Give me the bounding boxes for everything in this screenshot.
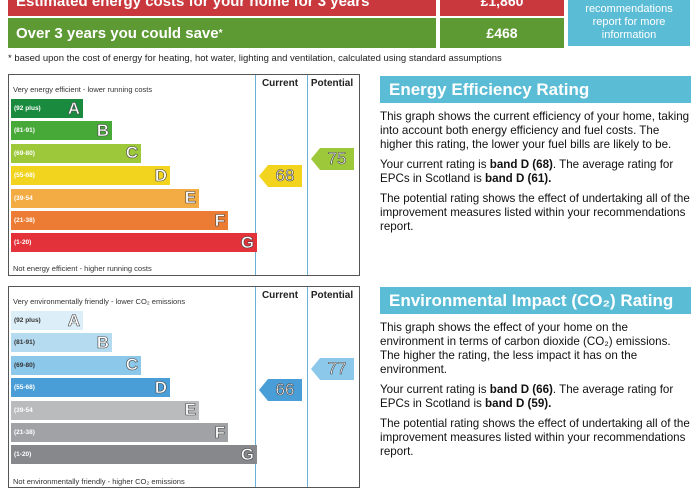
env-band-letter: C xyxy=(125,355,138,375)
env-current-rating-value: 66 xyxy=(268,379,302,402)
savings-label: Over 3 years you could save * xyxy=(8,18,436,48)
env-p2-mid: . The average rating for EPCs in Scotlan… xyxy=(380,383,674,410)
energy-band-f: (21-38) F xyxy=(11,210,228,230)
energy-band-range: (21-38) xyxy=(14,217,35,224)
energy-cost-row: Estimated energy costs for your home for… xyxy=(8,0,564,16)
env-p2-band: band D (66) xyxy=(489,383,553,396)
env-band-letter: A xyxy=(67,310,80,330)
env-band-range: (69-80) xyxy=(14,361,35,369)
energy-p2-pre: Your current rating is xyxy=(380,158,490,171)
energy-band-range: (92 plus) xyxy=(14,105,41,112)
energy-p2-band: band D (68) xyxy=(489,158,553,171)
savings-marker: * xyxy=(218,27,223,39)
energy-band-letter: D xyxy=(154,165,167,185)
energy-band-letter: C xyxy=(125,143,138,163)
energy-bottom-note: Not energy efficient - higher running co… xyxy=(13,264,152,273)
env-band-range: (81-91) xyxy=(14,339,35,347)
energy-p2-avg: band D (61). xyxy=(485,172,552,185)
env-band-range: (92 plus) xyxy=(14,317,41,324)
energy-band-b: (81-91) B xyxy=(11,120,112,141)
energy-band-letter: G xyxy=(240,232,254,253)
energy-band-letter: B xyxy=(96,120,109,141)
energy-top-note: Very energy efficient - lower running co… xyxy=(13,85,153,94)
energy-band-g: (1-20) G xyxy=(11,232,257,253)
energy-col-potential: Potential xyxy=(310,78,354,89)
energy-potential-rating-arrow: 75 xyxy=(311,148,354,171)
energy-current-rating-arrow: 68 xyxy=(259,165,302,188)
env-potential-rating-value: 77 xyxy=(320,358,354,381)
energy-panel-text: This graph shows the current efficiency … xyxy=(380,110,692,240)
energy-band-d: (55-68) D xyxy=(11,165,170,186)
savings-row: Over 3 years you could save * £468 xyxy=(8,18,564,48)
energy-cost-label: Estimated energy costs for your home for… xyxy=(8,0,436,16)
energy-band-c: (69-80) C xyxy=(11,143,141,163)
energy-band-letter: E xyxy=(184,188,196,208)
energy-panel-title: Energy Efficiency Rating xyxy=(380,76,691,103)
energy-panel-p2: Your current rating is band D (68). The … xyxy=(380,158,692,186)
energy-potential-rating-value: 75 xyxy=(320,148,354,171)
env-band-range: (39-54 xyxy=(14,406,33,414)
env-p2-pre: Your current rating is xyxy=(380,383,490,396)
env-panel-p1: This graph shows the effect of your home… xyxy=(380,321,671,376)
energy-cost-value: £1,860 xyxy=(440,0,564,16)
energy-band-e: (39-54 E xyxy=(11,188,199,208)
savings-value: £468 xyxy=(440,18,564,48)
energy-band-range: (69-80) xyxy=(14,149,35,157)
env-panel-title: Environmental Impact (CO₂) Rating xyxy=(380,287,691,314)
energy-col-current: Current xyxy=(261,78,299,89)
env-band-letter: F xyxy=(214,422,225,442)
env-band-letter: B xyxy=(96,332,109,353)
savings-label-text: Over 3 years you could save xyxy=(16,24,219,42)
env-band-letter: G xyxy=(240,444,254,465)
env-band-c: (69-80) C xyxy=(11,355,141,375)
env-band-letter: E xyxy=(184,400,196,420)
energy-band-range: (55-68) xyxy=(14,172,35,180)
info-line-1: recommendations xyxy=(585,3,673,15)
env-bottom-note: Not environmentally friendly - higher CO… xyxy=(13,477,185,486)
env-col-current: Current xyxy=(261,290,299,301)
energy-current-rating-value: 68 xyxy=(268,165,302,188)
env-current-rating-arrow: 66 xyxy=(259,379,302,402)
energy-rating-chart: Current Potential Very energy efficient … xyxy=(8,74,360,276)
energy-band-range: (81-91) xyxy=(14,127,35,135)
energy-band-range: (39-54 xyxy=(14,194,33,202)
env-p2-avg: band D (59). xyxy=(485,397,552,410)
energy-p2-mid: . The average rating for EPCs in Scotlan… xyxy=(380,158,674,185)
info-box: recommendations report for more informat… xyxy=(568,0,690,46)
env-band-range: (55-68) xyxy=(14,384,35,392)
env-panel-p2: Your current rating is band D (66). The … xyxy=(380,383,692,411)
energy-band-letter: F xyxy=(214,210,225,230)
env-band-letter: D xyxy=(154,377,167,397)
info-line-3: information xyxy=(601,29,657,41)
env-band-range: (1-20) xyxy=(14,451,32,459)
energy-band-range: (1-20) xyxy=(14,239,32,247)
energy-band-a: (92 plus) A xyxy=(11,98,83,118)
env-band-g: (1-20) G xyxy=(11,444,257,465)
env-band-e: (39-54 E xyxy=(11,400,199,420)
env-band-range: (21-38) xyxy=(14,429,35,436)
env-top-note: Very environmentally friendly - lower CO… xyxy=(13,297,186,306)
energy-panel-p3: The potential rating shows the effect of… xyxy=(380,192,690,233)
info-line-2: report for more xyxy=(592,16,666,28)
environmental-rating-chart: Current Potential Very environmentally f… xyxy=(8,286,360,488)
env-panel-p3: The potential rating shows the effect of… xyxy=(380,417,690,458)
env-col-potential: Potential xyxy=(310,290,354,301)
env-band-b: (81-91) B xyxy=(11,332,112,353)
energy-panel-p1: This graph shows the current efficiency … xyxy=(380,110,690,151)
env-panel-text: This graph shows the effect of your home… xyxy=(380,321,692,465)
env-band-f: (21-38) F xyxy=(11,422,228,442)
env-potential-rating-arrow: 77 xyxy=(311,358,354,381)
env-band-d: (55-68) D xyxy=(11,377,170,398)
energy-band-letter: A xyxy=(67,98,80,118)
env-band-a: (92 plus) A xyxy=(11,310,83,330)
footnote: * based upon the cost of energy for heat… xyxy=(8,53,502,64)
